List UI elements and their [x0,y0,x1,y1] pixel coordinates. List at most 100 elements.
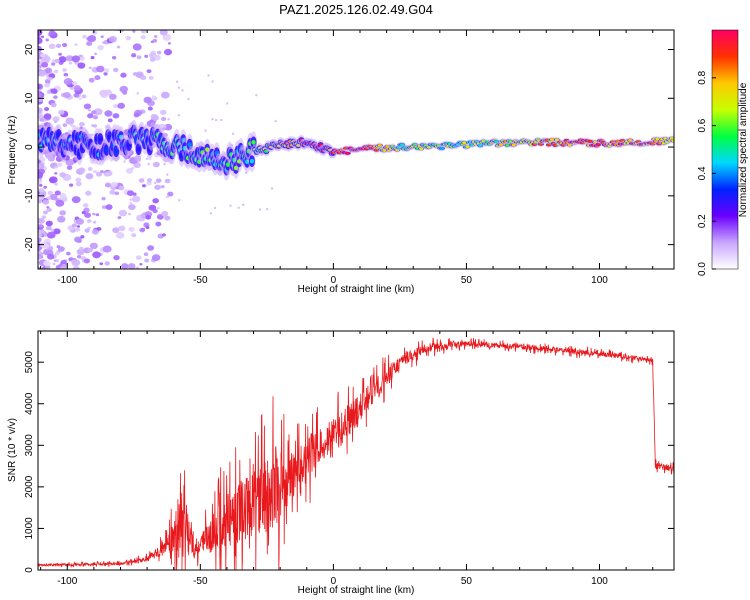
spectrogram-noise [46,231,56,239]
spectrogram-noise [52,116,60,122]
spectrogram-noise [75,227,81,232]
spectrogram-noise [59,192,67,199]
spectrogram-noise [48,176,58,184]
snr-ytick-label: 5000 [24,351,35,374]
spectrogram-ridge-core [439,146,445,150]
spectrogram-ridge-core [251,140,256,145]
colorbar-tick-label: 0.0 [697,262,708,276]
spectrogram-noise [87,113,94,119]
spectrogram-noise [129,201,133,205]
spectrogram-noise [82,203,89,208]
spectrogram-noise [54,182,58,186]
spectrogram-noise [143,252,149,257]
spectrogram-noise [42,210,48,215]
spectrogram-noise [90,55,95,60]
spectrogram-ridge-core [114,149,119,154]
spectrogram-noise [91,124,95,127]
spectrogram-noise [56,245,61,249]
spectrogram-ytick-label: -10 [24,188,35,203]
spectrogram-noise [42,243,50,250]
spectrogram-ridge-core [225,162,231,167]
spectrogram-noise [88,66,92,70]
spectrogram-noise [41,35,45,39]
spectrogram-noise [151,114,159,121]
spectrogram-noise [136,92,139,95]
spectrogram-xlabel: Height of straight line (km) [298,284,415,295]
spectrogram-noise [150,40,154,44]
spectrogram-noise [39,183,43,187]
spectrogram-noise [38,111,43,119]
spectrogram-noise [144,258,150,263]
spectrogram-noise [54,24,60,29]
spectrogram-noise [108,93,117,100]
spectrogram-noise [167,117,170,121]
spectrogram-noise [152,161,160,168]
spectrogram-noise [38,199,43,204]
spectrogram-noise [55,43,62,48]
spectrogram-noise [65,158,75,166]
spectrogram-noise [181,89,184,92]
spectrogram-noise [116,45,121,49]
spectrogram-noise [71,55,81,63]
spectrogram-noise [70,124,74,127]
spectrogram-noise [265,208,269,211]
snr-ytick-label: 2000 [24,475,35,498]
spectrogram-noise [101,205,107,210]
spectrogram-noise [45,38,49,42]
spectrogram-noise [160,185,165,189]
spectrogram-noise [242,203,245,207]
snr-xlabel: Height of straight line (km) [298,585,415,596]
spectrogram-noise [237,206,240,209]
spectrogram-noise [79,121,85,127]
spectrogram-noise [53,259,57,262]
spectrogram-noise [45,220,53,227]
spectrogram-noise [78,97,82,100]
spectrogram-noise [127,212,132,216]
spectrogram-noise [84,212,91,218]
spectrogram-noise [43,113,52,120]
spectrogram-noise [92,169,98,174]
spectrogram-noise [79,246,84,251]
spectrogram-noise [49,193,58,201]
spectrogram-noise [84,228,90,233]
spectrogram-noise [145,157,148,161]
spectrogram-xtick-label: 0 [331,275,337,286]
spectrogram-noise [114,191,120,196]
spectrogram-noise [92,220,97,224]
spectrogram-noise [87,247,93,253]
spectrogram-noise [75,177,82,183]
spectrogram-noise [131,233,137,238]
spectrogram-noise [177,114,181,117]
spectrogram-noise [132,30,136,33]
snr-xtick-label: 50 [461,576,473,587]
spectrogram-ridge-core [187,142,192,147]
spectrogram-noise [140,75,147,81]
spectrogram-noise [62,68,67,72]
spectrogram-noise [38,252,44,256]
spectrogram-noise [121,263,129,269]
spectrogram-noise [128,226,135,232]
spectrogram-noise [58,109,65,115]
spectrogram-noise [57,215,66,223]
spectrogram-noise [167,191,174,197]
spectrogram-noise [71,259,81,267]
spectrogram-noise [48,30,56,37]
spectrogram-noise [59,172,67,178]
spectrogram-ridge-core [374,148,379,152]
spectrogram-noise [63,91,71,99]
spectrogram-noise [69,183,74,187]
spectrogram-noise [146,181,152,186]
spectrogram-noise [177,86,181,89]
spectrogram-noise [126,190,134,196]
spectrogram-noise [163,48,173,56]
spectrogram-noise [83,258,90,264]
spectrogram-noise [132,43,142,51]
spectrogram-noise [110,181,118,188]
spectrogram-noise [107,118,113,123]
spectrogram-noise [82,34,87,39]
spectrogram-noise [92,251,101,259]
spectrogram-noise [161,233,166,237]
spectrogram-noise [59,265,67,269]
